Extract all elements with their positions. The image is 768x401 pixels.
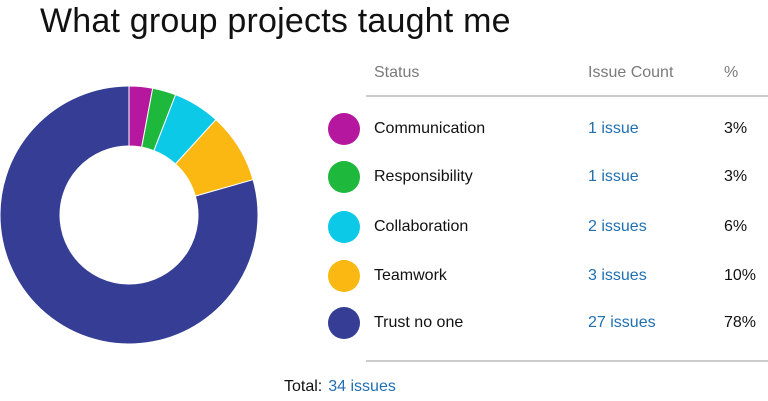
header-divider	[366, 95, 768, 97]
footer-divider	[366, 360, 768, 362]
issue-count-link[interactable]: 27 issues	[588, 314, 656, 331]
percent-value: 3%	[724, 120, 748, 137]
donut-chart	[0, 85, 259, 345]
percent-value: 6%	[724, 218, 748, 235]
table-row: Communication 1 issue 3%	[320, 109, 768, 149]
table-row: Trust no one 27 issues 78%	[320, 303, 768, 343]
legend-swatch	[328, 260, 360, 292]
table-row: Collaboration 2 issues 6%	[320, 207, 768, 247]
total-label: Total:	[284, 378, 323, 395]
legend-swatch	[328, 113, 360, 145]
total-issues-link[interactable]: 34 issues	[328, 378, 396, 395]
status-label: Trust no one	[374, 314, 464, 331]
percent-value: 78%	[724, 314, 757, 331]
percent-value: 3%	[724, 168, 748, 185]
column-header-percent: %	[724, 64, 739, 81]
chart-title: What group projects taught me	[40, 2, 511, 40]
column-header-issue-count: Issue Count	[588, 64, 674, 81]
issue-count-link[interactable]: 1 issue	[588, 120, 639, 137]
column-header-status: Status	[374, 64, 420, 81]
issue-count-link[interactable]: 3 issues	[588, 267, 647, 284]
percent-value: 10%	[724, 267, 757, 284]
status-label: Collaboration	[374, 218, 469, 235]
status-label: Teamwork	[374, 267, 447, 284]
table-row: Responsibility 1 issue 3%	[320, 157, 768, 197]
legend-swatch	[328, 161, 360, 193]
legend-swatch	[328, 211, 360, 243]
issue-count-link[interactable]: 2 issues	[588, 218, 647, 235]
table-row: Teamwork 3 issues 10%	[320, 256, 768, 296]
status-label: Responsibility	[374, 168, 473, 185]
issue-count-link[interactable]: 1 issue	[588, 168, 639, 185]
status-table: Status Issue Count % Communication 1 iss…	[320, 56, 768, 366]
total-row: Total: 34 issues	[284, 378, 396, 396]
status-label: Communication	[374, 120, 486, 137]
donut-slice-trust-no-one	[0, 85, 259, 345]
legend-swatch	[328, 307, 360, 339]
